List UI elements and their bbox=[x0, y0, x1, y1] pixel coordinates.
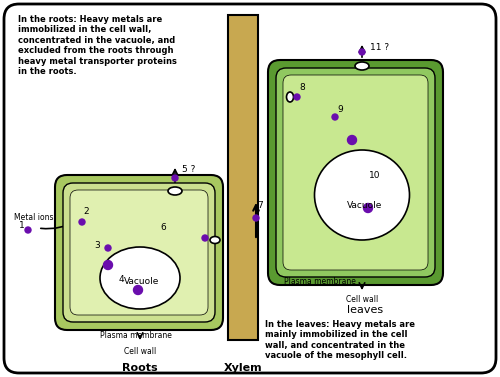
Circle shape bbox=[253, 215, 259, 221]
Text: Vacuole: Vacuole bbox=[348, 201, 382, 210]
Text: 5 ?: 5 ? bbox=[182, 166, 196, 175]
FancyBboxPatch shape bbox=[283, 75, 428, 270]
Circle shape bbox=[105, 245, 111, 251]
Ellipse shape bbox=[355, 62, 369, 70]
Text: leaves: leaves bbox=[347, 305, 383, 315]
Text: 7: 7 bbox=[257, 201, 263, 210]
Text: Cell wall: Cell wall bbox=[346, 296, 378, 305]
FancyBboxPatch shape bbox=[268, 60, 443, 285]
Text: 1: 1 bbox=[19, 221, 25, 230]
Text: 4: 4 bbox=[118, 276, 124, 285]
Text: Plasma membrane: Plasma membrane bbox=[284, 277, 356, 287]
Circle shape bbox=[348, 135, 356, 144]
Text: In the roots: Heavy metals are
immobilized in the cell wall,
concentrated in the: In the roots: Heavy metals are immobiliz… bbox=[18, 15, 177, 76]
FancyBboxPatch shape bbox=[55, 175, 223, 330]
Text: 2: 2 bbox=[83, 207, 89, 216]
FancyBboxPatch shape bbox=[276, 68, 435, 277]
Text: 3: 3 bbox=[94, 241, 100, 250]
Text: Vacuole: Vacuole bbox=[124, 277, 160, 287]
Text: Cell wall: Cell wall bbox=[124, 348, 156, 357]
Polygon shape bbox=[228, 15, 258, 340]
Text: 9: 9 bbox=[337, 106, 343, 115]
Circle shape bbox=[134, 285, 142, 294]
Text: 8: 8 bbox=[299, 83, 305, 92]
Circle shape bbox=[359, 49, 365, 55]
Circle shape bbox=[79, 219, 85, 225]
Text: Roots: Roots bbox=[122, 363, 158, 373]
FancyBboxPatch shape bbox=[70, 190, 208, 315]
Text: Plasma membrane: Plasma membrane bbox=[100, 331, 172, 340]
FancyBboxPatch shape bbox=[63, 183, 215, 322]
Text: 6: 6 bbox=[160, 224, 166, 233]
Ellipse shape bbox=[314, 150, 410, 240]
Circle shape bbox=[202, 235, 208, 241]
Circle shape bbox=[364, 204, 372, 213]
Circle shape bbox=[172, 175, 178, 181]
Circle shape bbox=[104, 261, 112, 270]
Text: 10: 10 bbox=[369, 170, 381, 179]
Circle shape bbox=[332, 114, 338, 120]
Ellipse shape bbox=[100, 247, 180, 309]
Text: In the leaves: Heavy metals are
mainly immobilized in the cell
wall, and concent: In the leaves: Heavy metals are mainly i… bbox=[265, 320, 415, 360]
Ellipse shape bbox=[210, 236, 220, 244]
Text: Metal ions: Metal ions bbox=[14, 213, 54, 222]
FancyBboxPatch shape bbox=[4, 4, 496, 373]
Circle shape bbox=[294, 94, 300, 100]
Text: 11 ?: 11 ? bbox=[370, 43, 389, 52]
Ellipse shape bbox=[168, 187, 182, 195]
Circle shape bbox=[25, 227, 31, 233]
Text: Xylem: Xylem bbox=[224, 363, 262, 373]
Ellipse shape bbox=[286, 92, 294, 102]
